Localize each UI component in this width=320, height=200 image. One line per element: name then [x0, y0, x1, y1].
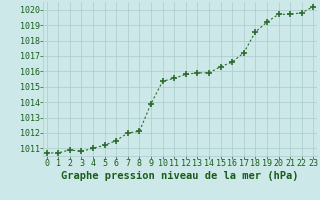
- X-axis label: Graphe pression niveau de la mer (hPa): Graphe pression niveau de la mer (hPa): [61, 171, 299, 181]
